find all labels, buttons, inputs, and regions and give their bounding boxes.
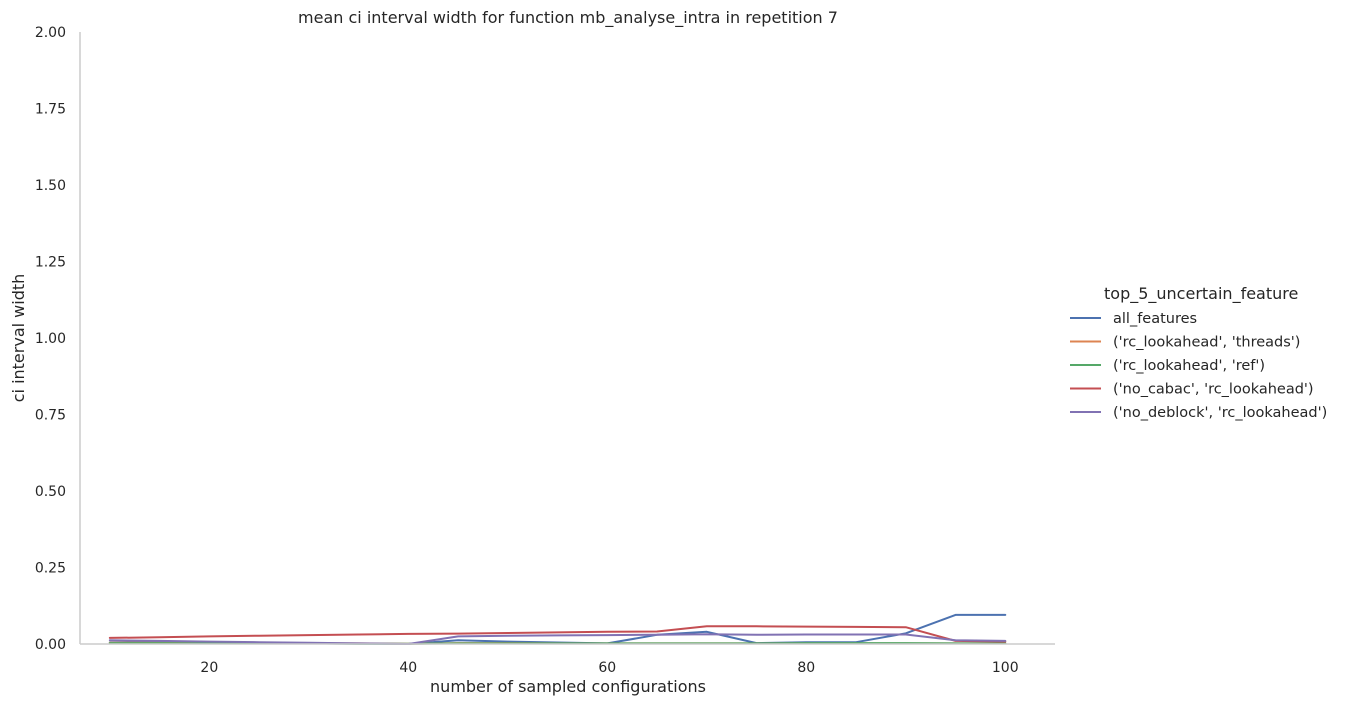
x-axis-ticks: 20 40 60 80 100 — [200, 660, 1018, 676]
y-axis-label: ci interval width — [9, 274, 28, 403]
y-tick-label: 1.00 — [35, 331, 66, 347]
y-tick-label: 0.50 — [35, 484, 66, 500]
plot-area — [108, 613, 1007, 645]
y-tick-label: 1.50 — [35, 178, 66, 194]
x-tick-label: 60 — [598, 660, 616, 676]
y-tick-label: 1.75 — [35, 102, 66, 118]
series-line-3 — [108, 625, 1007, 643]
y-tick-label: 0.00 — [35, 637, 66, 653]
chart-title: mean ci interval width for function mb_a… — [298, 8, 838, 28]
legend-item-label: ('no_cabac', 'rc_lookahead') — [1113, 382, 1314, 398]
x-axis-label: number of sampled configurations — [430, 677, 706, 696]
legend-item-label: all_features — [1113, 311, 1197, 327]
y-tick-label: 2.00 — [35, 25, 66, 41]
x-tick-label: 20 — [200, 660, 218, 676]
y-tick-label: 0.25 — [35, 561, 66, 577]
x-tick-label: 80 — [797, 660, 815, 676]
legend-item-label: ('no_deblock', 'rc_lookahead') — [1113, 405, 1327, 421]
legend: top_5_uncertain_feature all_features ('rc… — [1070, 284, 1327, 421]
x-tick-label: 40 — [399, 660, 417, 676]
legend-item-label: ('rc_lookahead', 'ref') — [1113, 358, 1265, 374]
y-tick-label: 0.75 — [35, 408, 66, 424]
y-axis-ticks: 0.00 0.25 0.50 0.75 1.00 1.25 1.50 1.75 2.00 — [35, 25, 66, 653]
legend-title: top_5_uncertain_feature — [1104, 284, 1298, 304]
series-line-0 — [108, 613, 1007, 645]
x-tick-label: 100 — [992, 660, 1019, 676]
y-tick-label: 1.25 — [35, 255, 66, 271]
legend-item-label: ('rc_lookahead', 'threads') — [1113, 335, 1300, 351]
series-line-4 — [108, 633, 1007, 645]
